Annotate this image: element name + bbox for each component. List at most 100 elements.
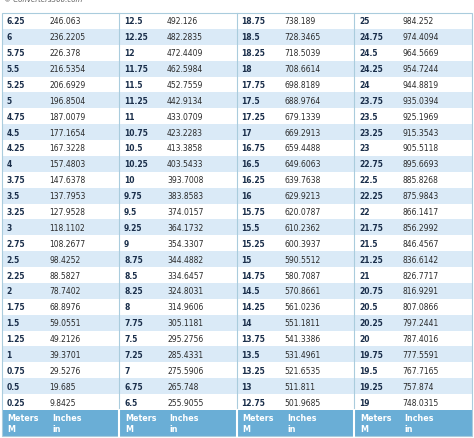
Text: 12.5: 12.5 [124,18,143,26]
Bar [275,410,355,436]
Text: 10.5: 10.5 [124,144,143,153]
Text: 15.5: 15.5 [242,223,260,232]
Text: 6: 6 [7,33,12,42]
Bar [2,93,472,109]
Text: 15.25: 15.25 [242,239,265,248]
Bar [2,30,472,46]
Text: 659.4488: 659.4488 [284,144,321,153]
Text: Inches
in: Inches in [404,413,434,433]
Text: 14.5: 14.5 [242,287,260,296]
Text: 905.5118: 905.5118 [402,144,438,153]
Text: 187.0079: 187.0079 [50,113,86,121]
Text: 216.5354: 216.5354 [50,65,86,74]
Text: 1.5: 1.5 [7,318,20,328]
Text: 20.75: 20.75 [359,287,383,296]
Text: 147.6378: 147.6378 [50,176,86,185]
Text: 11: 11 [124,113,135,121]
Text: 24: 24 [359,81,370,90]
Text: 403.5433: 403.5433 [167,160,203,169]
Text: 885.8268: 885.8268 [402,176,438,185]
Text: 383.8583: 383.8583 [167,192,203,201]
Text: 13.25: 13.25 [242,366,265,375]
Text: 8.25: 8.25 [124,287,143,296]
Text: Meters
M: Meters M [243,413,274,433]
Text: 24.25: 24.25 [359,65,383,74]
Text: 2.25: 2.25 [7,271,25,280]
Text: 12: 12 [124,49,135,58]
Text: 20.25: 20.25 [359,318,383,328]
Text: 236.2205: 236.2205 [50,33,86,42]
Text: 12.25: 12.25 [124,33,148,42]
Text: 492.126: 492.126 [167,18,198,26]
Bar [2,363,472,378]
Text: 915.3543: 915.3543 [402,128,438,137]
Text: 944.8819: 944.8819 [402,81,438,90]
Text: 16.5: 16.5 [242,160,260,169]
Text: 18.5: 18.5 [242,33,260,42]
Text: 462.5984: 462.5984 [167,65,203,74]
Text: 551.1811: 551.1811 [284,318,320,328]
Text: 8: 8 [124,303,129,311]
Text: Meters
M: Meters M [8,413,39,433]
Bar [2,268,472,283]
Text: 17: 17 [242,128,252,137]
Bar [2,125,472,141]
Text: 10: 10 [124,176,135,185]
Text: 4: 4 [7,160,12,169]
Bar [2,188,472,204]
Text: 16.75: 16.75 [242,144,265,153]
Text: 11.75: 11.75 [124,65,148,74]
Text: 324.8031: 324.8031 [167,287,203,296]
Text: 24.75: 24.75 [359,33,383,42]
Text: 688.9764: 688.9764 [284,97,321,106]
Text: 20.5: 20.5 [359,303,378,311]
Text: 590.5512: 590.5512 [284,255,321,264]
Text: 433.0709: 433.0709 [167,113,203,121]
Bar [2,378,472,394]
Text: 3.75: 3.75 [7,176,25,185]
Bar [2,236,472,251]
Text: 9.75: 9.75 [124,192,143,201]
Bar [157,410,237,436]
Text: 4.75: 4.75 [7,113,25,121]
Text: 275.5906: 275.5906 [167,366,203,375]
Text: 738.189: 738.189 [284,18,316,26]
Text: 708.6614: 708.6614 [284,65,321,74]
Text: 3.5: 3.5 [7,192,20,201]
Text: 511.811: 511.811 [284,382,316,391]
Bar [2,173,472,188]
Bar [392,410,472,436]
Text: 6.25: 6.25 [7,18,25,26]
Text: 8.5: 8.5 [124,271,137,280]
Bar [2,220,472,236]
Text: 177.1654: 177.1654 [50,128,86,137]
Text: 639.7638: 639.7638 [284,176,321,185]
Text: 2: 2 [7,287,12,296]
Text: 118.1102: 118.1102 [50,223,85,232]
Text: 39.3701: 39.3701 [50,350,81,359]
Text: 875.9843: 875.9843 [402,192,438,201]
Bar [2,251,472,268]
Text: 9.25: 9.25 [124,223,143,232]
Text: 767.7165: 767.7165 [402,366,438,375]
Text: 305.1181: 305.1181 [167,318,203,328]
Text: 807.0866: 807.0866 [402,303,438,311]
Text: 5.75: 5.75 [7,49,25,58]
Text: Inches
in: Inches in [169,413,199,433]
Text: 23: 23 [359,144,370,153]
Text: 964.5669: 964.5669 [402,49,438,58]
Text: 423.2283: 423.2283 [167,128,203,137]
Bar [119,410,157,436]
Text: 23.25: 23.25 [359,128,383,137]
Text: 157.4803: 157.4803 [50,160,86,169]
Text: 226.378: 226.378 [50,49,81,58]
Text: © Converters360.com: © Converters360.com [4,0,82,3]
Text: 246.063: 246.063 [50,18,81,26]
Text: 20: 20 [359,334,370,343]
Text: 68.8976: 68.8976 [50,303,81,311]
Text: 866.1417: 866.1417 [402,208,438,216]
Text: 265.748: 265.748 [167,382,199,391]
Bar [2,204,472,220]
Text: 24.5: 24.5 [359,49,378,58]
Text: 442.9134: 442.9134 [167,97,203,106]
